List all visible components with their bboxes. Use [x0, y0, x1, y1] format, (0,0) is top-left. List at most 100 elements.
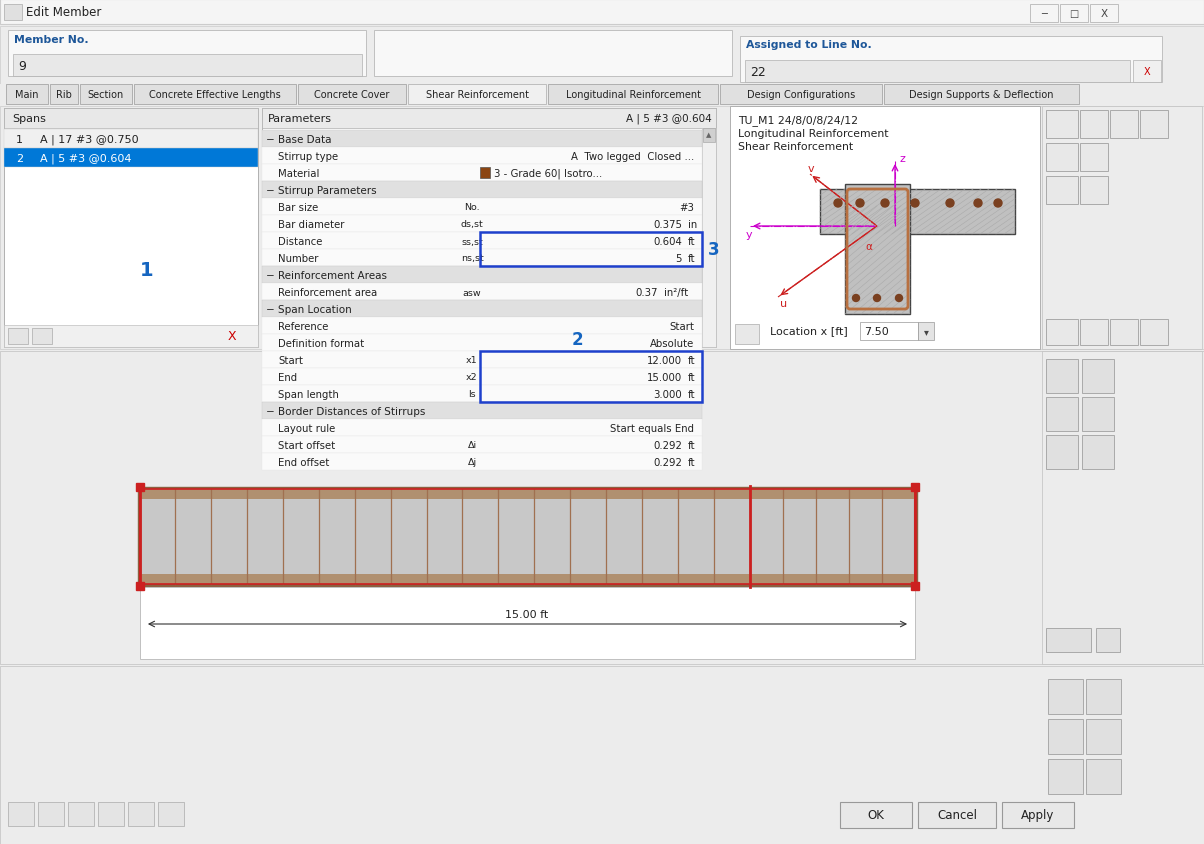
Bar [4, 130, 258, 149]
Bar [1046, 398, 1078, 431]
Text: Layout rule: Layout rule [278, 424, 335, 434]
Bar [1046, 111, 1078, 138]
Bar [140, 490, 915, 584]
Bar [8, 802, 34, 826]
Text: A | 17 #3 @0.750: A | 17 #3 @0.750 [40, 134, 138, 145]
Text: 5: 5 [675, 254, 681, 263]
Bar [734, 325, 759, 344]
Text: 0.37: 0.37 [636, 288, 659, 298]
Text: Definition format: Definition format [278, 338, 365, 349]
Bar [1133, 61, 1161, 83]
Circle shape [911, 200, 919, 208]
Text: 12.000: 12.000 [647, 355, 681, 365]
Text: − Reinforcement Areas: − Reinforcement Areas [266, 271, 386, 281]
Bar [917, 322, 934, 341]
Bar [98, 802, 124, 826]
Text: Shear Reinforcement: Shear Reinforcement [425, 90, 529, 100]
Text: v: v [808, 164, 815, 174]
Bar [140, 574, 915, 584]
Text: A | 5 #3 @0.604: A | 5 #3 @0.604 [626, 114, 712, 124]
Bar [1080, 111, 1108, 138]
Bar [1086, 759, 1121, 794]
Text: Start offset: Start offset [278, 441, 335, 451]
Bar [860, 322, 917, 341]
Text: Bar diameter: Bar diameter [278, 219, 344, 230]
Bar [1080, 320, 1108, 345]
Bar [1047, 719, 1084, 754]
Bar [262, 109, 716, 129]
Text: Concrete Effective Lengths: Concrete Effective Lengths [149, 90, 281, 100]
Circle shape [881, 200, 889, 208]
Bar [1082, 398, 1114, 431]
Text: 3.000: 3.000 [654, 390, 681, 399]
Text: 2: 2 [16, 154, 23, 164]
Bar [1046, 143, 1078, 172]
Bar [917, 802, 996, 828]
Bar [262, 250, 702, 267]
Text: ft: ft [687, 441, 696, 451]
Text: 22: 22 [750, 66, 766, 78]
Bar [262, 317, 702, 334]
Bar [408, 85, 545, 105]
Text: Rib: Rib [57, 90, 72, 100]
Text: X: X [1144, 67, 1150, 77]
Text: TU_M1 24/8/0/8/24/12: TU_M1 24/8/0/8/24/12 [738, 116, 858, 127]
Bar [79, 85, 132, 105]
Bar [480, 352, 702, 403]
Text: Longitudinal Reinforcement: Longitudinal Reinforcement [566, 90, 701, 100]
Text: ss,st: ss,st [461, 237, 483, 246]
Text: OK: OK [868, 809, 885, 821]
Bar [0, 85, 1204, 105]
Bar [1096, 628, 1120, 652]
Circle shape [834, 200, 842, 208]
Text: ft: ft [687, 236, 696, 246]
Text: 1: 1 [16, 135, 23, 145]
Text: ft: ft [687, 254, 696, 263]
Bar [1086, 679, 1121, 714]
Bar [262, 233, 702, 250]
Text: Concrete Cover: Concrete Cover [314, 90, 390, 100]
Bar [51, 85, 78, 105]
Text: Assigned to Line No.: Assigned to Line No. [746, 40, 872, 50]
Text: X: X [228, 330, 236, 344]
Text: ft: ft [687, 457, 696, 468]
Bar [262, 334, 702, 352]
Bar [1046, 628, 1091, 652]
Bar [820, 190, 1015, 235]
Bar [1029, 5, 1058, 23]
Bar [262, 419, 702, 436]
Bar [67, 802, 94, 826]
Bar [6, 85, 48, 105]
Bar [8, 328, 28, 344]
Text: 9: 9 [18, 59, 25, 73]
Bar [262, 216, 702, 233]
Bar [140, 490, 915, 500]
Text: ls: ls [468, 390, 476, 399]
Bar [4, 149, 258, 168]
Bar [1046, 176, 1078, 205]
Bar [1041, 107, 1202, 349]
Text: Number: Number [278, 254, 318, 263]
Text: Spans: Spans [12, 114, 46, 124]
Text: in²/ft: in²/ft [663, 288, 689, 298]
Text: X: X [1100, 9, 1108, 19]
Text: − Stirrup Parameters: − Stirrup Parameters [266, 186, 377, 196]
Text: Longitudinal Reinforcement: Longitudinal Reinforcement [738, 129, 889, 138]
Text: 3: 3 [708, 241, 720, 259]
Bar [884, 85, 1079, 105]
Bar [740, 37, 1162, 83]
Circle shape [946, 200, 954, 208]
Text: Span length: Span length [278, 390, 338, 399]
Bar [1082, 360, 1114, 393]
Bar [262, 436, 702, 453]
Bar [1080, 143, 1108, 172]
Text: Start: Start [669, 322, 694, 332]
Text: End offset: End offset [278, 457, 330, 468]
Text: Reinforcement area: Reinforcement area [278, 288, 377, 298]
Bar [703, 129, 715, 143]
Bar [548, 85, 718, 105]
Bar [1140, 320, 1168, 345]
Circle shape [873, 295, 880, 302]
Bar [1110, 111, 1138, 138]
Bar [4, 326, 258, 348]
